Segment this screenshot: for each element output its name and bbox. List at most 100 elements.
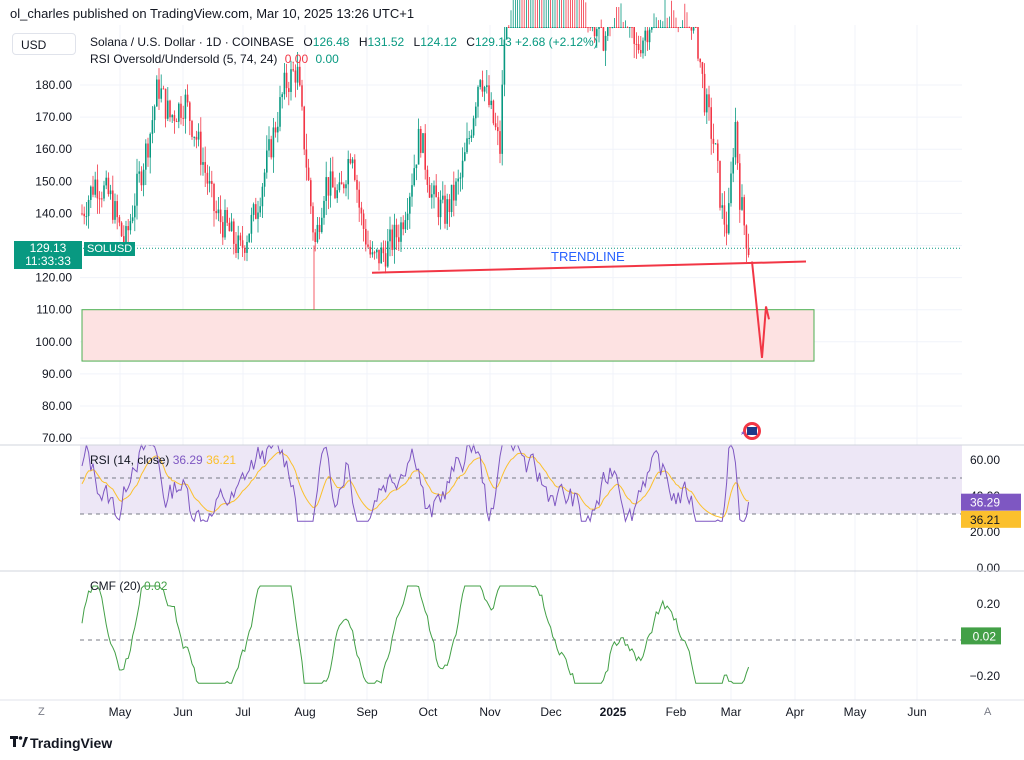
cmf-legend[interactable]: CMF (20) 0.02 [90,579,167,593]
candle-body [123,236,125,245]
candle-body [142,169,145,186]
candle-body [101,198,103,200]
cmf-label: CMF (20) [90,579,141,593]
candle-body [466,138,468,153]
candle-body [459,177,462,179]
candle-body [519,27,521,28]
candle-body [281,94,283,98]
change-value: +2.68 (+2.12%) [514,35,598,49]
candle-body [646,30,649,43]
candle-body [475,106,477,119]
candle-body [206,172,209,184]
candle-body [87,199,90,217]
candle-body [486,85,488,88]
currency-button[interactable]: USD [12,33,76,55]
candle-body [268,139,270,151]
tradingview-brand: TradingView [30,735,113,751]
candle-body [318,224,321,233]
candle-body [272,127,275,158]
candle-body [659,27,662,28]
candle-body [437,197,440,218]
candle-body [329,171,332,196]
candle-body [145,143,147,170]
candle-body [387,241,389,267]
candle-body [367,244,369,247]
rsi-band [80,445,962,514]
candle-body [505,27,508,40]
candle-body [349,159,352,164]
rsi-ma-badge [961,510,1021,528]
candle-body [461,160,464,178]
candle-body [677,27,679,28]
candle-body [90,186,92,200]
indicator-name: RSI Oversold/Undersold (5, 74, 24) [90,52,278,66]
cmf-value: 0.02 [144,579,168,593]
candle-body [305,149,308,168]
candle-body [695,27,697,28]
price-tick-label: 180.00 [35,78,72,92]
candle-body [684,27,686,28]
candle-body [160,88,162,99]
candle-body [642,40,644,54]
indicator-legend[interactable]: RSI Oversold/Undersold (5, 74, 24) 0.00 … [90,52,339,66]
candle-body [508,27,510,28]
candle-body [626,27,629,28]
candle-body [479,80,481,87]
candle-body [404,220,407,230]
candle-body [171,115,173,118]
candle-body [288,88,290,92]
candle-body [490,100,492,106]
candle-body [270,139,272,158]
flag-icon[interactable] [737,421,767,441]
candle-body [739,163,741,210]
candle-body [576,27,578,28]
candle-body [184,94,187,119]
candle-body [138,171,140,174]
candle-body [455,181,457,201]
candle-body [334,187,336,199]
projection-path [751,261,770,358]
candle-body [534,27,536,28]
high-value: 131.52 [367,35,405,49]
rsi-legend[interactable]: RSI (14, close) 36.29 36.21 [90,453,236,467]
candle-body [725,224,728,234]
candle-body [417,128,420,165]
zoom-button[interactable]: Z [38,706,45,718]
candle-body [226,210,228,223]
candle-body [589,27,591,28]
candle-body [668,27,671,28]
candle-body [197,131,200,140]
candle-body [624,27,627,28]
candle-body [301,85,303,107]
candle-body [516,27,519,28]
rsi-tick-label: 20.00 [970,525,1000,539]
rsi-ma-value: 36.21 [206,453,237,467]
candle-body [134,205,136,218]
candle-body [257,212,259,219]
auto-scale-button[interactable]: A [984,706,992,718]
candle-body [481,80,484,92]
candle-body [323,200,325,218]
candle-body [527,27,530,28]
candle-body [510,27,512,28]
candle-body [468,137,470,139]
indicator-value-2: 0.00 [315,52,339,66]
time-tick-label: 2025 [600,705,627,719]
tradingview-logo[interactable]: TradingView [10,735,112,751]
cmf-value-badge [961,627,1001,645]
candle-body [503,39,506,85]
candle-body [147,143,149,158]
candle-body [285,72,288,89]
candle-body [241,240,244,248]
candle-body [382,247,385,254]
candle-body [514,27,517,28]
candle-body [186,94,189,103]
candle-body [488,85,490,106]
candle-body [530,27,532,28]
candle-body [250,214,253,234]
candle-body [470,135,473,138]
candle-body [435,185,437,198]
candle-body [602,27,605,51]
candle-body [512,27,514,28]
